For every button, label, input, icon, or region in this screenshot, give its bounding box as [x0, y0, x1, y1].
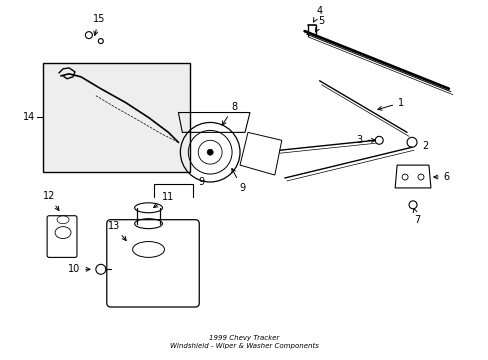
Text: 11: 11 [153, 192, 174, 207]
Text: 15: 15 [92, 14, 105, 35]
Text: 12: 12 [43, 191, 59, 211]
Text: 9: 9 [198, 177, 204, 187]
Text: 1999 Chevy Tracker
Windshield - Wiper & Washer Components: 1999 Chevy Tracker Windshield - Wiper & … [169, 334, 318, 349]
Text: 2: 2 [421, 141, 427, 151]
Bar [43, 63, 190, 172]
Text: 4: 4 [313, 6, 322, 22]
Circle shape [207, 149, 213, 155]
Text: 6: 6 [433, 172, 449, 182]
Text: 5: 5 [315, 16, 324, 32]
Text: 7: 7 [412, 208, 419, 225]
Text: 9: 9 [231, 168, 244, 193]
Text: 1: 1 [377, 98, 404, 110]
Text: 14: 14 [23, 112, 35, 122]
Text: 3: 3 [356, 135, 375, 145]
Text: 10: 10 [68, 264, 90, 274]
Text: 13: 13 [107, 221, 126, 240]
Text: 8: 8 [222, 102, 237, 125]
